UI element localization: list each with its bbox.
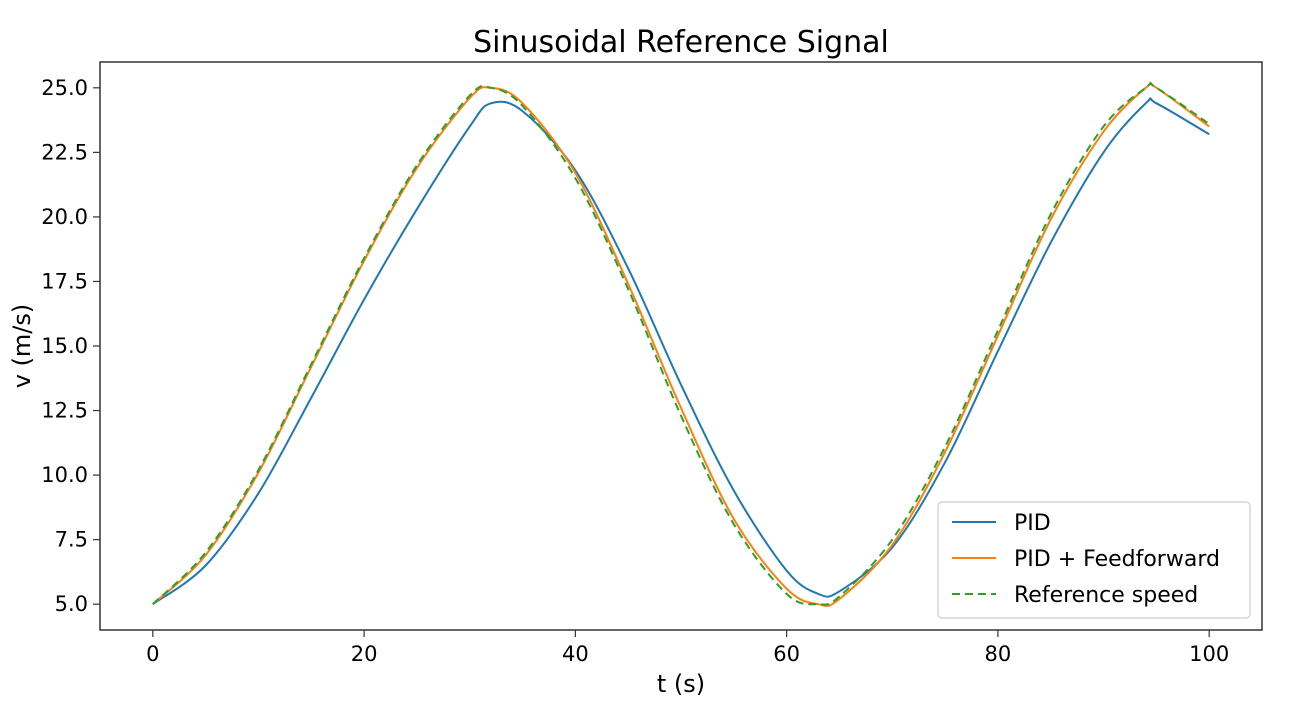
y-axis-label: v (m/s) [8, 304, 36, 389]
y-tick-label: 17.5 [41, 269, 88, 293]
y-tick-label: 25.0 [41, 76, 88, 100]
x-tick-label: 0 [146, 642, 159, 666]
series-lines [152, 81, 1210, 607]
y-tick-label: 7.5 [55, 528, 88, 552]
y-tick-label: 5.0 [55, 592, 88, 616]
x-tick-label: 40 [562, 642, 589, 666]
legend-item-reference-speed: Reference speed [952, 583, 1198, 608]
x-axis-label: t (s) [657, 670, 705, 698]
y-tick-label: 12.5 [41, 399, 88, 423]
series-line-reference-speed [152, 82, 1210, 606]
legend-label: PID [1014, 511, 1051, 536]
legend: PID PID + Feedforward Reference speed [937, 501, 1251, 619]
legend-item-pid-feedforward: PID + Feedforward [952, 547, 1220, 572]
legend-label: Reference speed [1014, 583, 1198, 608]
legend-label: PID + Feedforward [1014, 547, 1220, 572]
y-tick-label: 15.0 [41, 334, 88, 358]
series-line-pid [152, 97, 1210, 606]
x-tick-label: 100 [1189, 642, 1229, 666]
y-tick-label: 22.5 [41, 140, 88, 164]
y-tick-label: 20.0 [41, 205, 88, 229]
legend-item-pid: PID [952, 511, 1051, 536]
y-tick-label: 10.0 [41, 463, 88, 487]
legend-box [937, 501, 1251, 619]
chart-title: Sinusoidal Reference Signal [473, 25, 889, 60]
x-tick-label: 60 [773, 642, 800, 666]
x-tick-label: 20 [351, 642, 378, 666]
x-tick-label: 80 [985, 642, 1012, 666]
series-line-pid-feedforward [152, 81, 1210, 607]
y-axis: 5.0 7.5 10.0 12.5 15.0 17.5 20.0 22.5 25.0 [41, 76, 100, 616]
x-axis: 0 20 40 60 80 100 [146, 630, 1229, 666]
